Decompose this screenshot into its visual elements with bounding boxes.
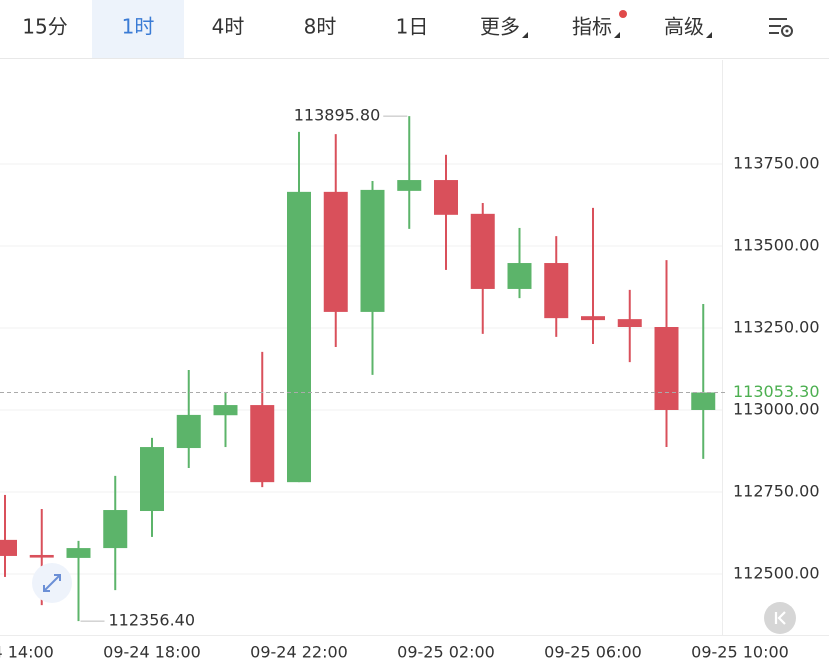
candle-body (470, 213, 495, 289)
candle-body (397, 180, 422, 191)
tab[interactable]: 8时 (304, 15, 337, 39)
y-tick-label: 113000.00 (733, 399, 820, 418)
tab[interactable]: 指标 (572, 15, 612, 39)
y-tick-label: 112750.00 (733, 481, 820, 500)
dropdown-arrow (706, 32, 712, 38)
settings-icon[interactable] (769, 18, 793, 37)
candle-body (360, 189, 385, 312)
tab[interactable]: 4时 (212, 15, 245, 39)
expand-button[interactable] (32, 563, 72, 603)
candle-body (66, 548, 91, 558)
candle-body (654, 326, 679, 410)
candle-body (691, 392, 716, 410)
x-tick-label: 09-25 06:00 (544, 643, 642, 662)
candle-body (213, 405, 238, 416)
min-annotation-label: 112356.40 (109, 611, 196, 630)
candle-body (176, 414, 201, 449)
y-tick-label: 113250.00 (733, 317, 820, 336)
candle-body (29, 554, 54, 558)
x-tick-label: 09-25 10:00 (691, 643, 789, 662)
tab[interactable]: 更多 (480, 15, 520, 39)
candle-body (140, 447, 164, 512)
candle-body (323, 191, 348, 312)
last-price-bg (726, 382, 829, 403)
x-tick-label: 09-25 02:00 (397, 643, 495, 662)
candle-body (250, 405, 275, 483)
max-annotation-label: 113895.80 (294, 106, 381, 125)
candle-body (0, 539, 17, 556)
tab[interactable]: 1时 (122, 15, 155, 39)
candle-body (434, 180, 458, 215)
x-tick-label: 09-24 22:00 (250, 643, 348, 662)
tab-active-bg (92, 0, 184, 58)
y-tick-label: 112500.00 (733, 563, 820, 582)
tabs: 15分 1时 4时 8时 1日 更多 指标 高级 (22, 0, 712, 58)
dropdown-arrow (522, 32, 528, 38)
candle-body (617, 319, 642, 327)
tab[interactable]: 1日 (396, 15, 429, 39)
x-tick-label: 09-24 14:00 (0, 643, 54, 662)
x-tick-label: 09-24 18:00 (103, 643, 201, 662)
y-tick-label: 113500.00 (733, 235, 820, 254)
y-tick-label: 113750.00 (733, 153, 820, 172)
last-price-label: 113053.30 (733, 382, 820, 401)
candle-body (103, 510, 128, 549)
candle-body (287, 191, 311, 483)
candle-body (544, 263, 569, 319)
dropdown-arrow (614, 32, 620, 38)
tab[interactable]: 高级 (664, 15, 704, 39)
tab[interactable]: 15分 (22, 15, 67, 39)
candle-body (581, 316, 605, 321)
scroll-latest-button[interactable] (764, 602, 796, 634)
candle-body (507, 263, 532, 289)
notification-dot (619, 10, 627, 18)
